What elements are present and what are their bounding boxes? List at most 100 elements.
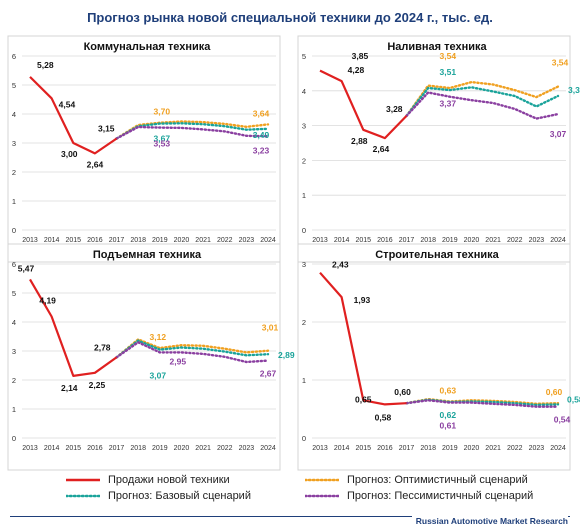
data-label-sales: 2,64 [87,159,104,169]
chart-construction: Строительная техника 0 1 2 3 2013 2014 2015 2016… [290,242,580,474]
y-tick-label: 5 [302,52,306,61]
legend-swatch-pessimistic [305,494,339,498]
footer: Russian Automotive Market Research [0,512,580,528]
x-tick-label: 2020 [464,237,480,244]
chart-communal: Коммунальная техника 0 1 2 3 4 5 6 2013 2014 2015 2… [0,34,290,266]
x-tick-label: 2018 [130,237,146,244]
chart-svg-tanker: Наливная техника 0 1 2 3 4 5 2013 2014 2015 2016 20… [297,35,580,263]
data-label-optimistic: 0,60 [546,387,563,397]
y-tick-label: 0 [12,434,16,443]
data-label-sales: 4,19 [39,295,56,305]
chart-title: Подъемная техника [93,249,202,261]
data-label-sales: 3,28 [386,104,403,114]
y-tick-label: 1 [302,191,306,200]
x-tick-label: 2019 [442,237,458,244]
footer-source: Russian Automotive Market Research [411,516,568,526]
chart-svg-lifting: Подъемная техника 0 1 2 3 4 5 6 2013 2014 2015 2016… [7,243,295,471]
x-tick-label: 2014 [44,237,60,244]
x-tick-label: 2021 [485,237,501,244]
x-tick-label: 2014 [334,237,350,244]
x-tick-label: 2022 [507,237,523,244]
chart-frame [297,243,571,471]
x-tick-label: 2022 [507,445,523,452]
series-line-base [115,339,270,359]
x-tick-label: 2019 [152,445,168,452]
data-label-base: 3,51 [440,67,457,77]
y-tick-label: 4 [12,110,16,119]
x-tick-label: 2024 [260,237,276,244]
legend-item-pessimistic: Прогноз: Пессимистичный сценарий [305,490,533,502]
legend-swatch-optimistic [305,478,339,482]
x-tick-label: 2015 [355,445,371,452]
y-tick-label: 3 [12,139,16,148]
y-tick-label: 1 [12,197,16,206]
chart-title: Коммунальная техника [84,41,212,53]
y-tick-label: 2 [12,376,16,385]
data-label-sales: 0,65 [355,394,372,404]
x-tick-label: 2016 [377,237,393,244]
x-tick-label: 2018 [420,445,436,452]
series-line-sales [319,69,408,140]
y-tick-label: 3 [12,347,16,356]
series-line-pessimistic [405,91,560,120]
data-label-sales: 2,78 [94,342,111,352]
data-label-sales: 2,88 [351,136,368,146]
x-tick-label: 2021 [485,445,501,452]
x-tick-label: 2022 [217,237,233,244]
data-label-pessimistic: 3,37 [440,99,457,109]
data-label-optimistic: 3,54 [440,51,457,61]
x-tick-label: 2023 [239,445,255,452]
data-label-sales: 5,28 [37,60,54,70]
legend-item-base: Прогноз: Базовый сценарий [66,490,251,502]
data-label-base: 0,58 [567,394,580,404]
series-line-pessimistic [115,341,270,364]
data-label-sales: 4,28 [348,65,365,75]
x-tick-label: 2013 [312,445,328,452]
x-tick-label: 2017 [399,237,415,244]
x-tick-label: 2018 [420,237,436,244]
y-tick-label: 2 [12,168,16,177]
data-label-sales: 2,14 [61,383,78,393]
data-label-base: 3,07 [150,371,167,381]
footer-divider [10,516,570,517]
legend-item-optimistic: Прогноз: Оптимистичный сценарий [305,474,528,486]
data-label-optimistic: 3,12 [150,332,167,342]
y-tick-label: 1 [12,405,16,414]
x-tick-label: 2013 [22,237,38,244]
x-tick-label: 2015 [65,237,81,244]
series-line-pessimistic [115,125,270,140]
data-label-pessimistic: 0,61 [440,421,457,431]
x-tick-label: 2023 [239,237,255,244]
y-tick-label: 4 [302,87,306,96]
data-label-optimistic: 3,01 [262,323,279,333]
page-title: Прогноз рынка новой специальной техники … [87,10,493,25]
y-tick-label: 2 [302,156,306,165]
y-tick-label: 0 [302,434,306,443]
x-tick-label: 2022 [217,445,233,452]
x-tick-label: 2024 [550,237,566,244]
legend-label-optimistic: Прогноз: Оптимистичный сценарий [347,474,528,486]
x-tick-label: 2018 [130,445,146,452]
x-tick-label: 2020 [174,237,190,244]
x-tick-label: 2019 [442,445,458,452]
x-tick-label: 2023 [529,237,545,244]
chart-title: Строительная техника [375,249,499,261]
y-tick-label: 6 [12,260,16,269]
series-line-optimistic [115,120,270,140]
chart-frame [7,35,281,263]
data-label-optimistic: 0,63 [440,385,457,395]
chart-frame [7,243,281,471]
chart-lifting: Подъемная техника 0 1 2 3 4 5 6 2013 2014 2015 2016… [0,242,295,474]
y-tick-label: 6 [12,52,16,61]
x-tick-label: 2014 [334,445,350,452]
legend-swatch-sales [66,478,100,482]
y-tick-label: 0 [302,226,306,235]
data-label-base: 3,49 [253,130,270,140]
x-tick-label: 2024 [260,445,276,452]
series-line-sales [29,76,118,155]
y-tick-label: 2 [302,318,306,327]
data-label-sales: 2,64 [373,144,390,154]
series-line-sales [29,278,118,377]
y-tick-label: 4 [12,318,16,327]
x-tick-label: 2024 [550,445,566,452]
